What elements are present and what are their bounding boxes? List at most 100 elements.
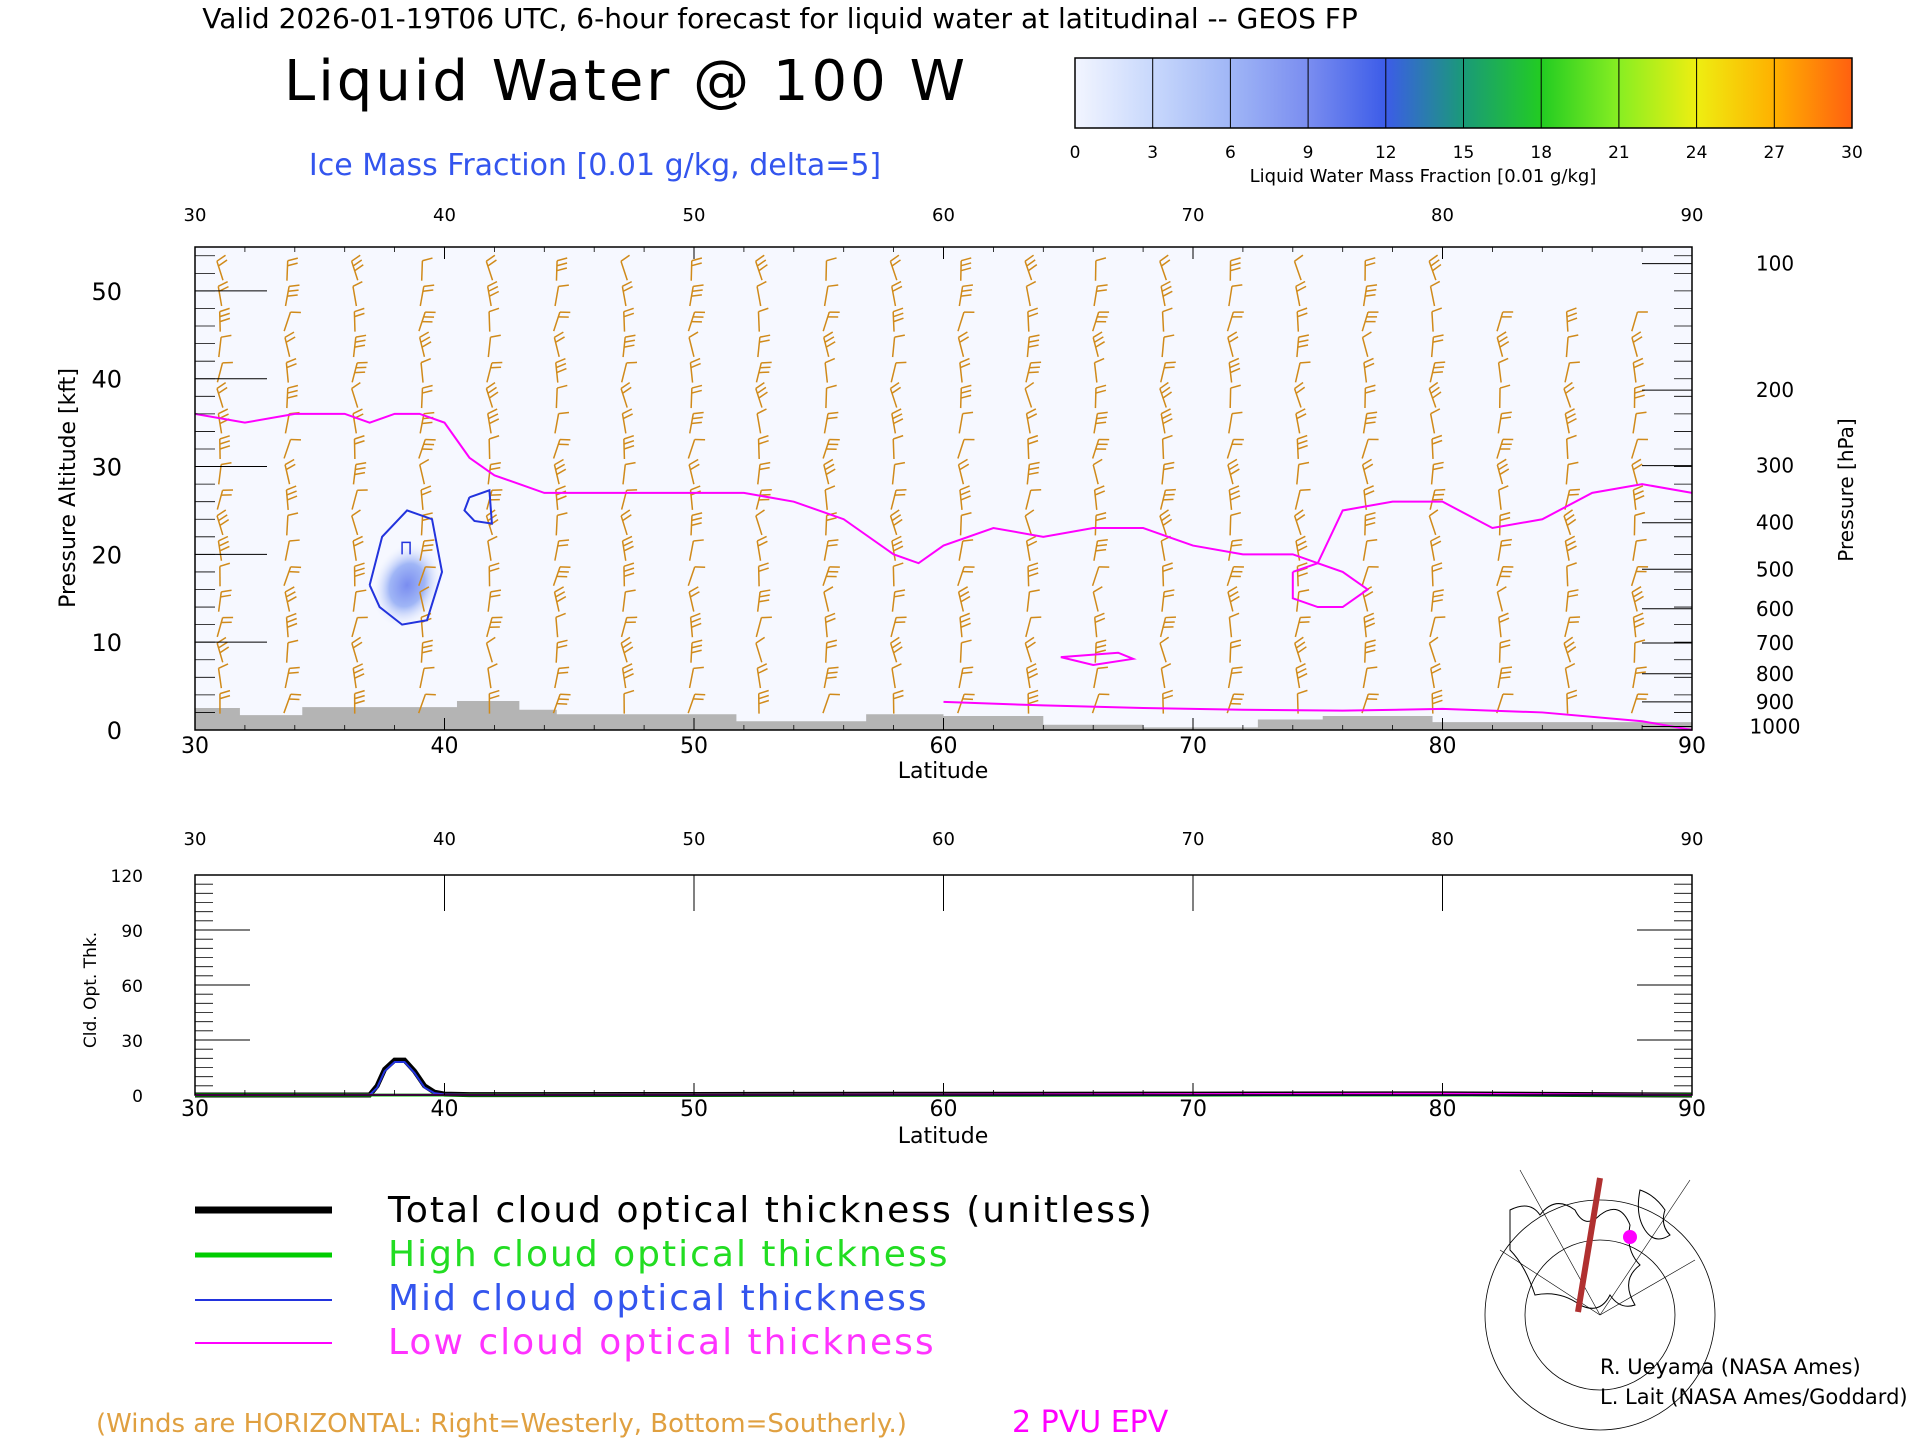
wind-barb: [1431, 562, 1443, 587]
wind-barb: [1630, 693, 1649, 714]
wind-barb: [1496, 438, 1514, 459]
wind-barb: [958, 284, 974, 307]
wind-barb: [957, 331, 970, 357]
wind-barb: [1093, 485, 1106, 510]
wind-barb: [487, 334, 501, 358]
colorbar-tick-label: 27: [1763, 143, 1785, 163]
wind-barb: [552, 693, 571, 714]
wind-barb: [351, 361, 368, 383]
wind-barb: [1229, 384, 1241, 409]
wind-barb: [1497, 357, 1509, 383]
contour-series-2: [943, 700, 1693, 731]
wind-barb: [1026, 334, 1040, 358]
wind-barb: [1431, 307, 1443, 332]
wind-barb: [352, 280, 363, 307]
wind-barb: [754, 254, 768, 281]
x-tick-label-top: 50: [683, 205, 706, 226]
wind-barb: [623, 562, 635, 587]
wind-barb: [757, 434, 769, 460]
wind-barb: [419, 666, 435, 689]
wind-barb: [1024, 381, 1035, 408]
legend-high: High cloud optical thickness: [388, 1234, 949, 1275]
wind-barb: [1226, 438, 1244, 459]
cot-xlabel: Latitude: [898, 1124, 989, 1149]
wind-barb: [216, 509, 230, 536]
wind-barb: [957, 566, 975, 587]
wind-barb: [1430, 589, 1444, 612]
wind-barb: [554, 539, 570, 561]
wind-barb: [1361, 438, 1379, 459]
wind-barb: [957, 586, 971, 612]
wind-barb: [958, 666, 974, 689]
cot-y-tick-label: 60: [121, 977, 143, 997]
wind-barb: [823, 666, 839, 689]
wind-barb: [621, 535, 634, 561]
wind-barb: [1091, 438, 1110, 459]
wind-barb: [824, 639, 838, 663]
wind-barb: [1497, 666, 1513, 689]
winds-note: (Winds are HORIZONTAL: Right=Westerly, B…: [96, 1409, 907, 1439]
wind-barb: [1630, 566, 1649, 587]
wind-barb: [688, 586, 700, 612]
y-tick-label: 0: [107, 717, 122, 745]
wind-barb: [284, 539, 300, 561]
wind-barb: [958, 539, 974, 561]
wind-barb: [555, 384, 568, 409]
wind-barb: [1025, 663, 1039, 689]
wind-barb: [757, 307, 769, 332]
wind-barb: [1229, 257, 1241, 281]
y-tick-label: 10: [91, 629, 122, 657]
wind-barb: [418, 331, 432, 358]
wind-barb: [756, 280, 767, 307]
wind-barb: [1362, 538, 1378, 561]
x-tick-label-top: 40: [433, 205, 456, 226]
wind-barb: [755, 509, 765, 536]
wind-barb: [958, 411, 974, 434]
wind-barb: [1027, 562, 1039, 587]
wind-barb: [620, 636, 634, 663]
wind-barb: [1159, 381, 1173, 408]
wind-barb: [216, 489, 234, 510]
wind-barb: [1294, 488, 1311, 510]
wind-barb: [1430, 334, 1444, 358]
wind-barb: [284, 458, 296, 485]
wind-barb: [957, 311, 975, 332]
wind-barb: [352, 334, 367, 358]
cot-ylabel: Cld. Opt. Thk.: [81, 932, 101, 1048]
wind-barb: [351, 616, 368, 638]
wind-barb: [218, 307, 231, 332]
contour-series-1: [1291, 562, 1370, 609]
pressure-tick-label: 100: [1756, 252, 1794, 276]
wind-barb: [1025, 361, 1042, 383]
cot-x-tick-label-top: 60: [932, 829, 955, 850]
wind-barb: [960, 257, 972, 281]
wind-barb: [1429, 535, 1442, 561]
wind-barb: [1294, 361, 1311, 383]
wind-barb: [1227, 331, 1239, 357]
wind-barb: [420, 485, 432, 510]
wind-barb: [1161, 334, 1175, 358]
wind-barb: [1565, 589, 1579, 612]
wind-barb: [487, 461, 501, 485]
wind-barb: [553, 458, 567, 485]
wind-barb: [755, 361, 772, 383]
wind-barb: [216, 616, 234, 638]
wind-barb: [1361, 458, 1374, 485]
wind-barb: [1092, 331, 1105, 357]
wind-barb: [824, 357, 836, 383]
wind-barb: [687, 566, 706, 587]
wind-barb: [688, 539, 704, 561]
wind-barb: [959, 357, 971, 383]
cot-x-tick-label-top: 30: [184, 829, 207, 850]
wind-barb: [1160, 663, 1172, 689]
wind-barb: [959, 612, 971, 638]
wind-barb: [284, 284, 300, 307]
wind-barb: [285, 485, 298, 510]
wind-barb: [485, 254, 497, 281]
wind-barb: [1364, 639, 1376, 663]
wind-barb: [1161, 562, 1174, 587]
wind-barb: [217, 663, 229, 689]
wind-barb: [1498, 612, 1510, 638]
wind-barb: [1633, 639, 1646, 663]
colorbar-tick-label: 0: [1070, 143, 1081, 163]
